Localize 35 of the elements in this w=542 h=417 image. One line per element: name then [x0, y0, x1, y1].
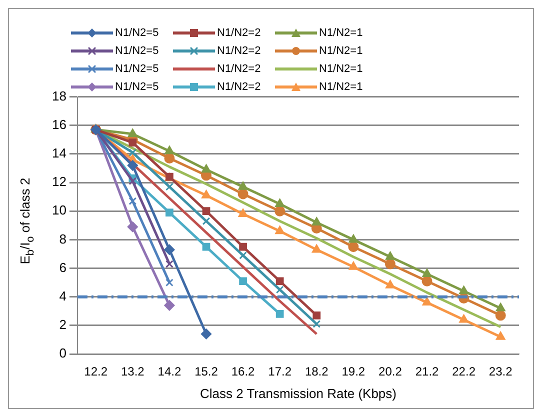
legend-label: N1/N2=2: [217, 63, 261, 75]
legend-label: N1/N2=2: [217, 27, 261, 39]
y-tick-label: 6: [59, 260, 66, 275]
y-tick-label: 14: [52, 146, 66, 161]
legend-label: N1/N2=5: [115, 27, 159, 39]
legend-label: N1/N2=5: [115, 81, 159, 93]
x-tick-label: 23.2: [488, 364, 513, 379]
x-tick-label: 13.2: [120, 364, 145, 379]
x-tick-label: 20.2: [378, 364, 402, 379]
x-tick-label: 17.2: [268, 364, 292, 379]
y-tick-label: 0: [59, 346, 66, 361]
y-tick-label: 12: [52, 174, 66, 190]
y-tick-label: 16: [52, 116, 66, 132]
legend-label: N1/N2=1: [319, 27, 363, 39]
legend-label: N1/N2=2: [217, 45, 261, 57]
x-tick-label: 18.2: [304, 364, 329, 379]
x-tick-label: 12.2: [84, 364, 108, 379]
x-tick-label: 16.2: [231, 364, 256, 379]
x-axis-title: Class 2 Transmission Rate (Kbps): [200, 386, 396, 401]
y-tick-label: 4: [59, 288, 66, 304]
legend-label: N1/N2=1: [319, 45, 363, 57]
x-tick-label: 19.2: [342, 364, 366, 379]
legend-label: N1/N2=5: [115, 45, 159, 57]
legend-label: N1/N2=1: [319, 63, 363, 75]
y-tick-label: 18: [52, 88, 66, 104]
x-tick-label: 14.2: [158, 364, 182, 379]
legend-label: N1/N2=5: [115, 63, 159, 75]
x-tick-label: 15.2: [194, 364, 218, 379]
legend-label: N1/N2=2: [217, 81, 261, 93]
legend-label: N1/N2=1: [319, 81, 363, 93]
y-tick-label: 2: [59, 317, 66, 332]
x-tick-label: 21.2: [415, 364, 440, 379]
y-tick-label: 8: [59, 231, 66, 246]
y-tick-label: 10: [52, 202, 66, 218]
x-tick-label: 22.2: [452, 364, 476, 379]
